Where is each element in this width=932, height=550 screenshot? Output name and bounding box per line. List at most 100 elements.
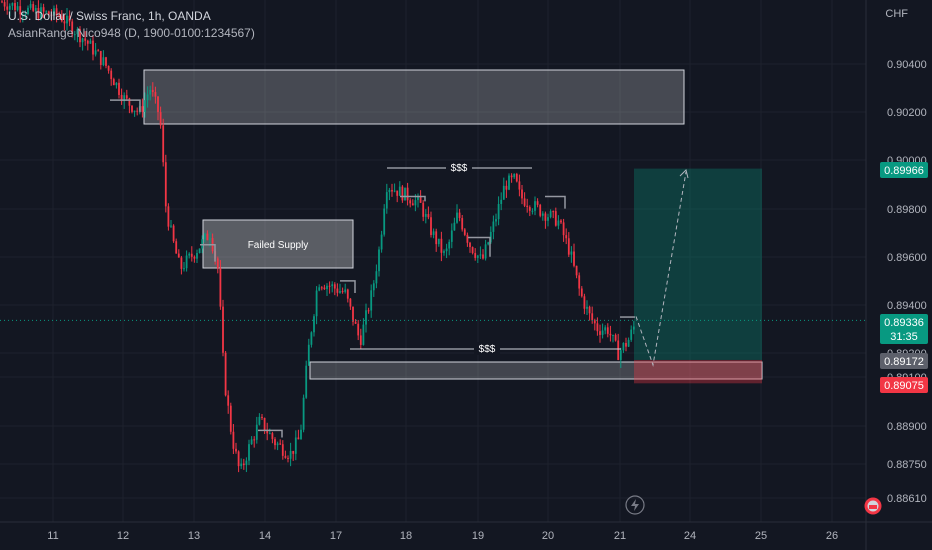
asian-range-line <box>468 236 491 257</box>
candle-body <box>58 15 61 17</box>
symbol-title[interactable]: U.S. Dollar / Swiss Franc, 1h, OANDA <box>8 9 211 23</box>
price-badge <box>880 353 928 369</box>
candle-body <box>203 233 206 240</box>
candle-body <box>539 204 542 216</box>
candle-body <box>42 7 45 12</box>
candle-body <box>401 186 404 201</box>
candle-body <box>99 51 102 65</box>
candle-body <box>253 439 256 441</box>
candle-body <box>183 268 185 270</box>
price-badge <box>880 162 928 178</box>
candle-body <box>133 110 136 112</box>
candle-body <box>1 1 3 3</box>
candle-body <box>562 222 565 236</box>
time-axis: 11 12 13 14 17 18 19 20 21 24 25 26 <box>47 530 838 542</box>
candle-body <box>258 416 261 425</box>
candle-body <box>341 291 344 293</box>
candle-body <box>63 21 66 24</box>
tradingview-logo-icon[interactable] <box>864 497 882 515</box>
candle-body <box>510 175 513 178</box>
projection-path <box>635 171 687 367</box>
asian-range-line <box>110 99 141 113</box>
candle-body <box>586 306 588 309</box>
candle-body <box>445 248 448 252</box>
candle-body <box>427 214 430 218</box>
liquidity-high-label-bg <box>446 161 472 174</box>
candlestick-series <box>1 0 635 473</box>
candle-body <box>518 181 521 190</box>
candle-body <box>302 397 305 430</box>
candle-body <box>372 283 375 291</box>
candle-body <box>198 248 201 254</box>
candle-body <box>466 234 469 243</box>
candle-body <box>209 238 211 241</box>
currency-label: CHF <box>885 8 908 20</box>
candle-body <box>40 7 42 19</box>
candle-body <box>248 444 250 461</box>
candle-body <box>11 3 14 6</box>
candle-body <box>435 231 438 245</box>
candle-body <box>45 11 48 13</box>
candle-body <box>417 196 419 201</box>
candle-body <box>66 15 68 24</box>
candle-body <box>237 451 240 467</box>
candle-body <box>632 326 635 330</box>
price-tick-label: 0.90200 <box>887 107 927 119</box>
candle-body <box>323 287 326 290</box>
candle-body <box>157 96 159 113</box>
candle-body <box>177 253 180 258</box>
candle-body <box>261 416 263 418</box>
candle-body <box>19 6 22 15</box>
candle-body <box>406 187 409 201</box>
asian-range-line <box>545 195 566 209</box>
asian-range-line <box>200 244 216 262</box>
candle-body <box>619 350 622 360</box>
time-tick-label: 20 <box>542 530 554 542</box>
candle-body <box>414 200 417 206</box>
candle-body <box>432 231 435 235</box>
candle-body <box>313 316 315 333</box>
candle-body <box>593 320 596 324</box>
countdown-label: 31:35 <box>890 331 918 343</box>
candle-body <box>385 192 388 209</box>
candle-body <box>450 230 453 242</box>
candle-body <box>149 89 152 95</box>
candle-body <box>365 310 367 325</box>
candle-body <box>549 211 552 218</box>
time-tick-label: 26 <box>826 530 838 542</box>
candle-body <box>222 306 224 353</box>
candle-body <box>575 265 578 276</box>
candle-body <box>201 239 204 249</box>
indicator-legend[interactable]: AsianRange Nico948 (D, 1900-0100:1234567… <box>8 26 255 40</box>
time-tick-label: 12 <box>117 530 129 542</box>
candle-body <box>328 285 331 287</box>
candle-body <box>437 238 440 245</box>
candle-body <box>471 247 474 254</box>
candle-body <box>456 212 458 223</box>
chart-zones <box>143 69 763 384</box>
candle-body <box>349 298 352 307</box>
candle-body <box>591 313 594 321</box>
candle-body <box>242 463 245 466</box>
candle-body <box>170 225 172 227</box>
candle-body <box>162 125 165 163</box>
price-badge-value: 0.89172 <box>884 356 924 368</box>
liquidity-low-label: $$$ <box>479 344 496 355</box>
candle-body <box>599 331 601 335</box>
candle-body <box>560 220 562 223</box>
candle-body <box>489 231 492 243</box>
lightning-icon[interactable] <box>625 495 645 515</box>
candle-body <box>617 340 620 360</box>
candle-body <box>474 253 477 258</box>
candle-body <box>8 5 11 10</box>
candle-body <box>73 34 76 36</box>
liquidity-low-label-bg <box>474 342 500 355</box>
candle-body <box>521 189 523 199</box>
candle-body <box>240 463 243 467</box>
candle-body <box>570 251 573 255</box>
candle-body <box>424 214 427 217</box>
candle-body <box>196 253 198 259</box>
price-badge <box>880 314 928 344</box>
candle-body <box>79 29 81 43</box>
